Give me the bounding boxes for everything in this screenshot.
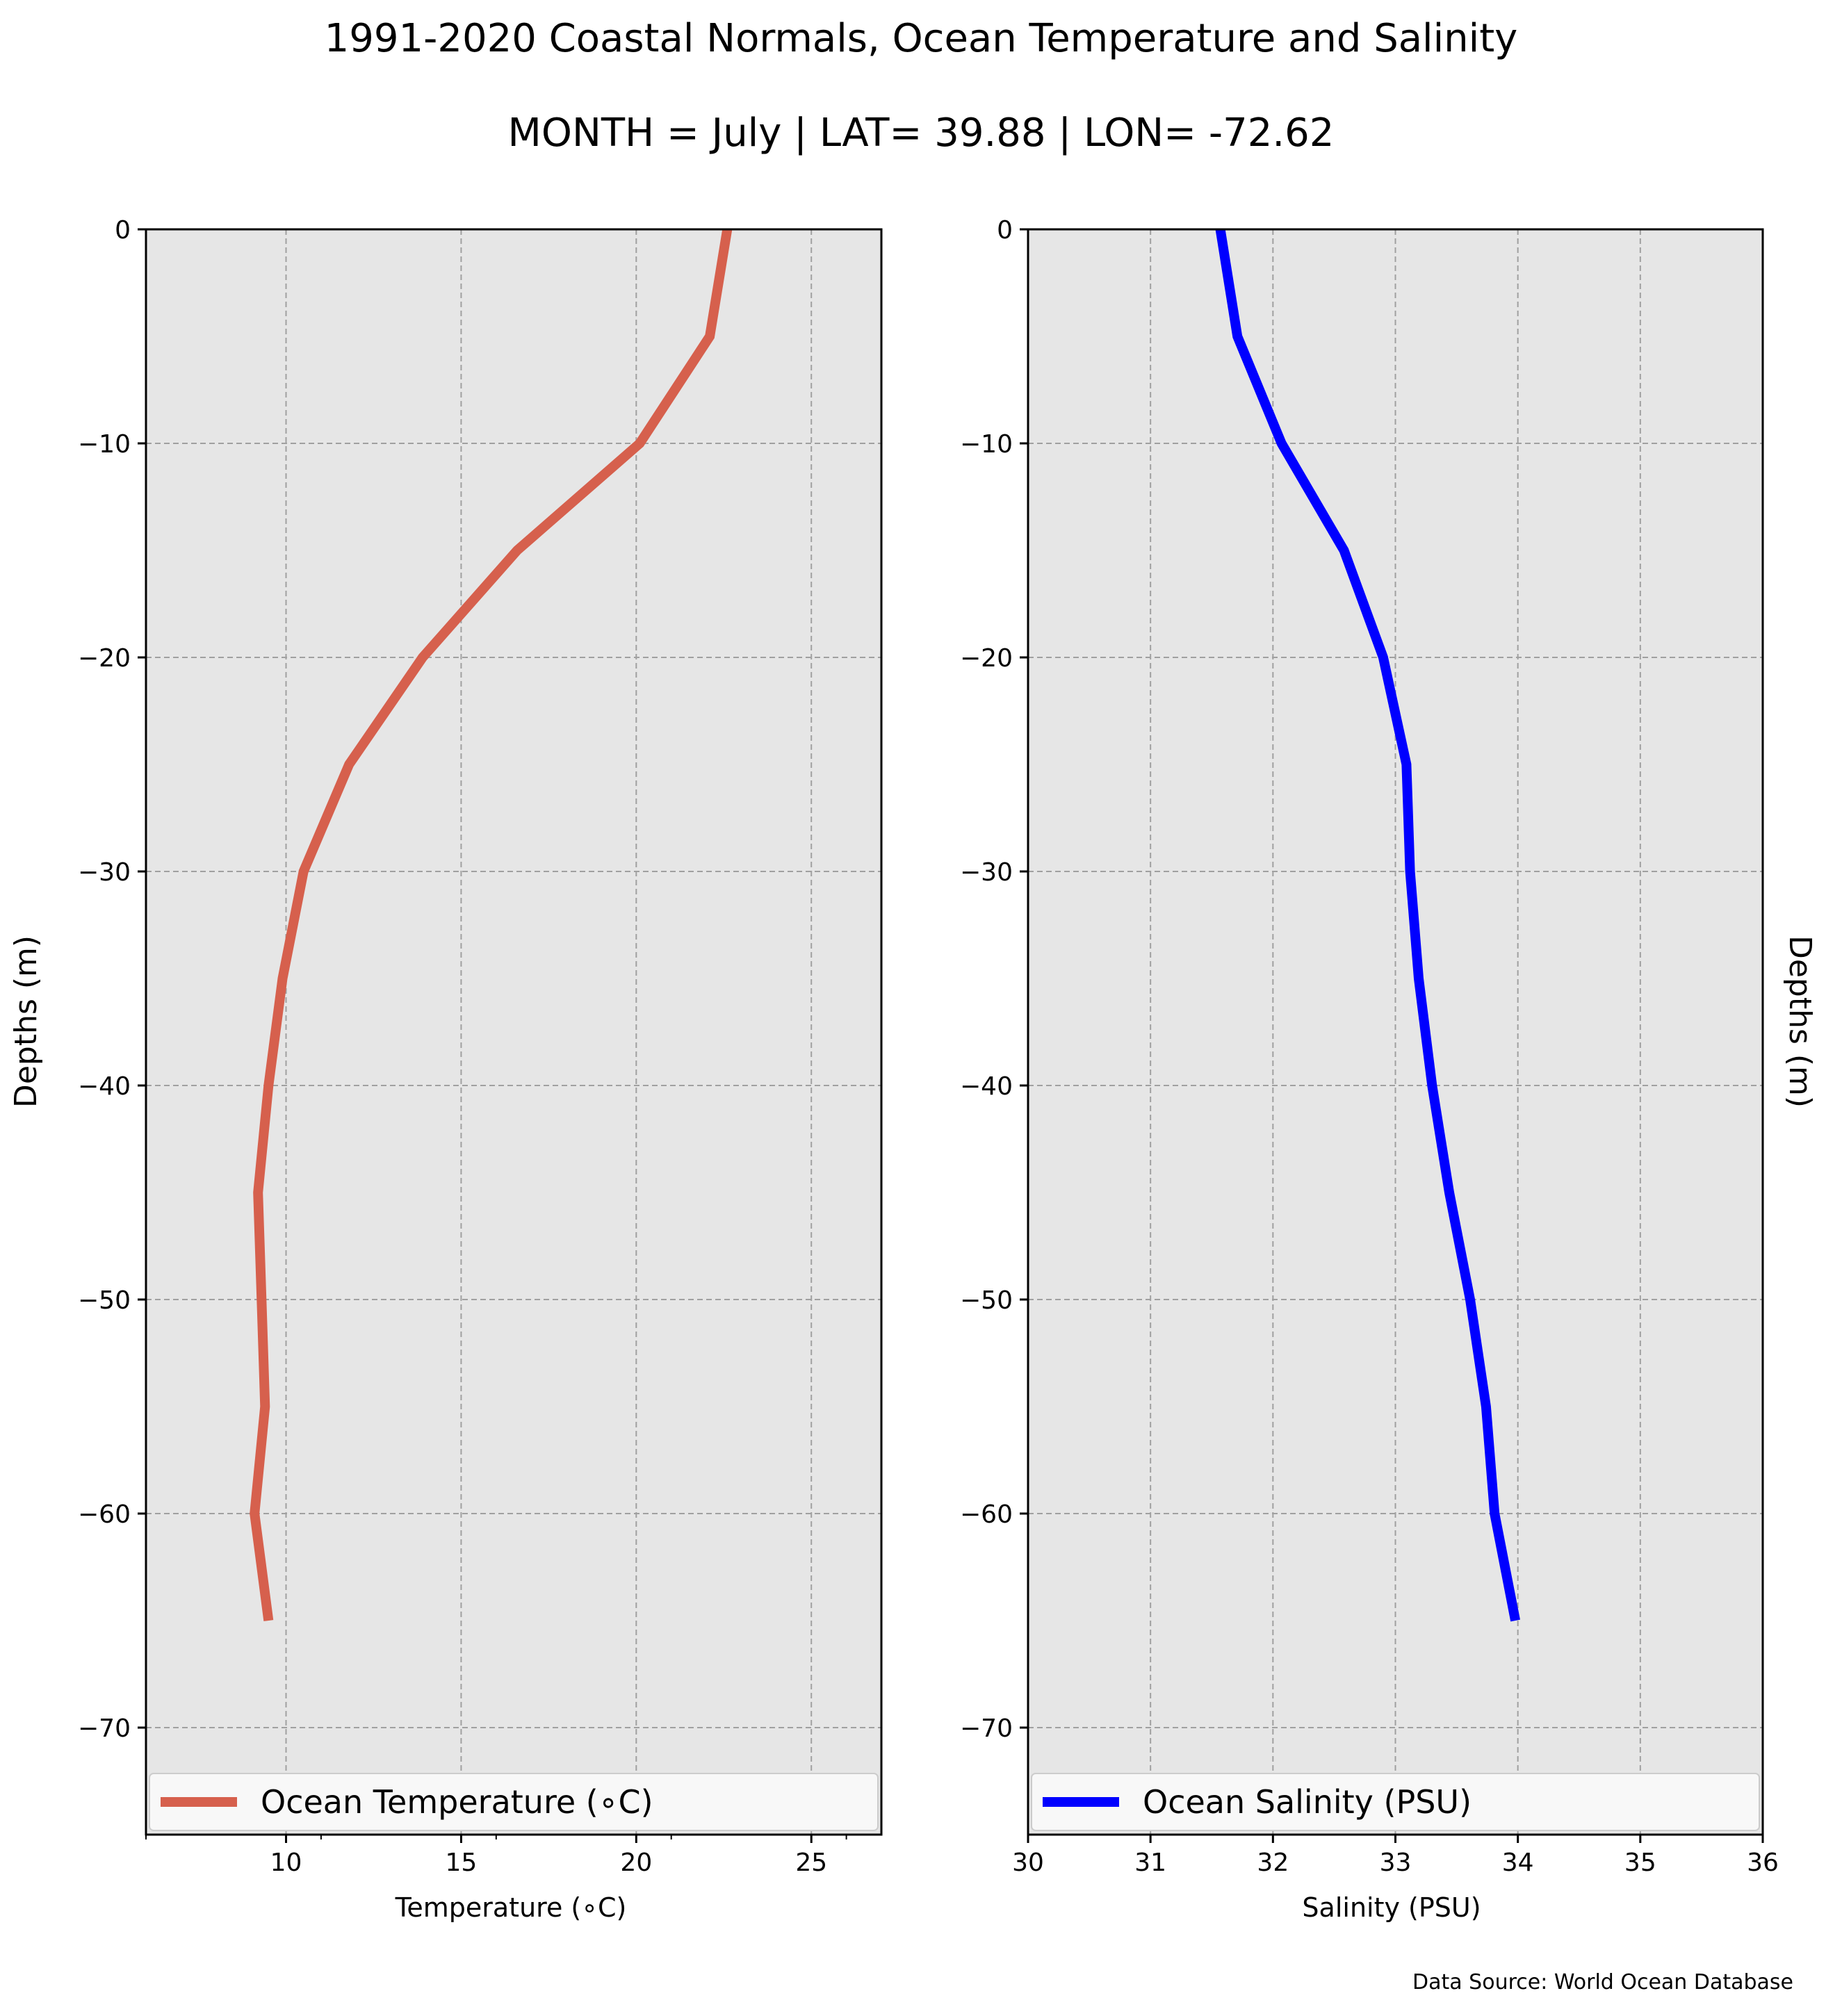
- temperature-legend-label: Ocean Temperature (∘C): [261, 1783, 653, 1821]
- temperature-y-tick-label: −10: [78, 430, 131, 459]
- salinity-legend: Ocean Salinity (PSU): [1031, 1773, 1760, 1831]
- salinity-y-tick-label: −60: [960, 1500, 1013, 1529]
- temperature-x-tick-label: 25: [795, 1849, 827, 1877]
- temperature-y-tick-label: −60: [78, 1500, 131, 1529]
- salinity-x-axis-label: Salinity (PSU): [1302, 1892, 1481, 1923]
- temperature-x-axis-label: Temperature (∘C): [395, 1892, 627, 1923]
- salinity-x-tick-label: 31: [1134, 1849, 1166, 1877]
- temperature-y-tick-label: −50: [78, 1286, 131, 1315]
- chart-subtitle: MONTH = July | LAT= 39.88 | LON= -72.62: [508, 110, 1335, 156]
- temperature-y-tick-label: −70: [78, 1714, 131, 1743]
- salinity-x-tick-label: 35: [1624, 1849, 1656, 1877]
- salinity-legend-box: [1031, 1773, 1760, 1831]
- temperature-legend: Ocean Temperature (∘C): [149, 1773, 879, 1831]
- temperature-y-tick-label: −30: [78, 858, 131, 887]
- temperature-y-tick-label: −20: [78, 644, 131, 673]
- salinity-series-line: [1215, 228, 1520, 1622]
- salinity-legend-label: Ocean Salinity (PSU): [1143, 1783, 1472, 1821]
- salinity-y-tick-label: −30: [960, 858, 1013, 887]
- temperature-y-tick-label: 0: [115, 216, 131, 245]
- temperature-y-tick-label: −40: [78, 1072, 131, 1101]
- temperature-x-tick-label: 20: [620, 1849, 652, 1877]
- salinity-y-tick-label: −50: [960, 1286, 1013, 1315]
- temperature-axes-frame: [145, 228, 883, 1836]
- temperature-x-tick-label: 10: [270, 1849, 302, 1877]
- chart-title: 1991-2020 Coastal Normals, Ocean Tempera…: [325, 16, 1518, 61]
- data-source-note: Data Source: World Ocean Database: [1412, 1970, 1793, 1994]
- salinity-y-tick-label: −70: [960, 1714, 1013, 1743]
- temperature-series-line: [250, 228, 733, 1621]
- salinity-y-tick-label: −10: [960, 430, 1013, 459]
- salinity-y-tick-label: 0: [997, 216, 1013, 245]
- temperature-plot-area: [146, 229, 881, 1835]
- salinity-panel: Ocean Salinity (PSU) 30 31 32 33 34 35 36 0 −10 −2…: [960, 216, 1779, 1877]
- right-y-axis-label: Depths (m): [1782, 935, 1818, 1108]
- temperature-legend-box: [149, 1773, 879, 1831]
- salinity-y-tick-label: −20: [960, 644, 1013, 673]
- salinity-x-tick-label: 33: [1380, 1849, 1412, 1877]
- left-y-axis-label: Depths (m): [8, 935, 44, 1108]
- salinity-x-tick-label: 32: [1257, 1849, 1289, 1877]
- temperature-panel: Ocean Temperature (∘C) 10 15 20 25 0 −10 −20 −30…: [78, 216, 883, 1877]
- salinity-y-tick-label: −40: [960, 1072, 1013, 1101]
- temperature-x-tick-label: 15: [446, 1849, 478, 1877]
- salinity-x-tick-label: 30: [1012, 1849, 1044, 1877]
- salinity-x-tick-label: 34: [1502, 1849, 1534, 1877]
- salinity-x-tick-label: 36: [1747, 1849, 1779, 1877]
